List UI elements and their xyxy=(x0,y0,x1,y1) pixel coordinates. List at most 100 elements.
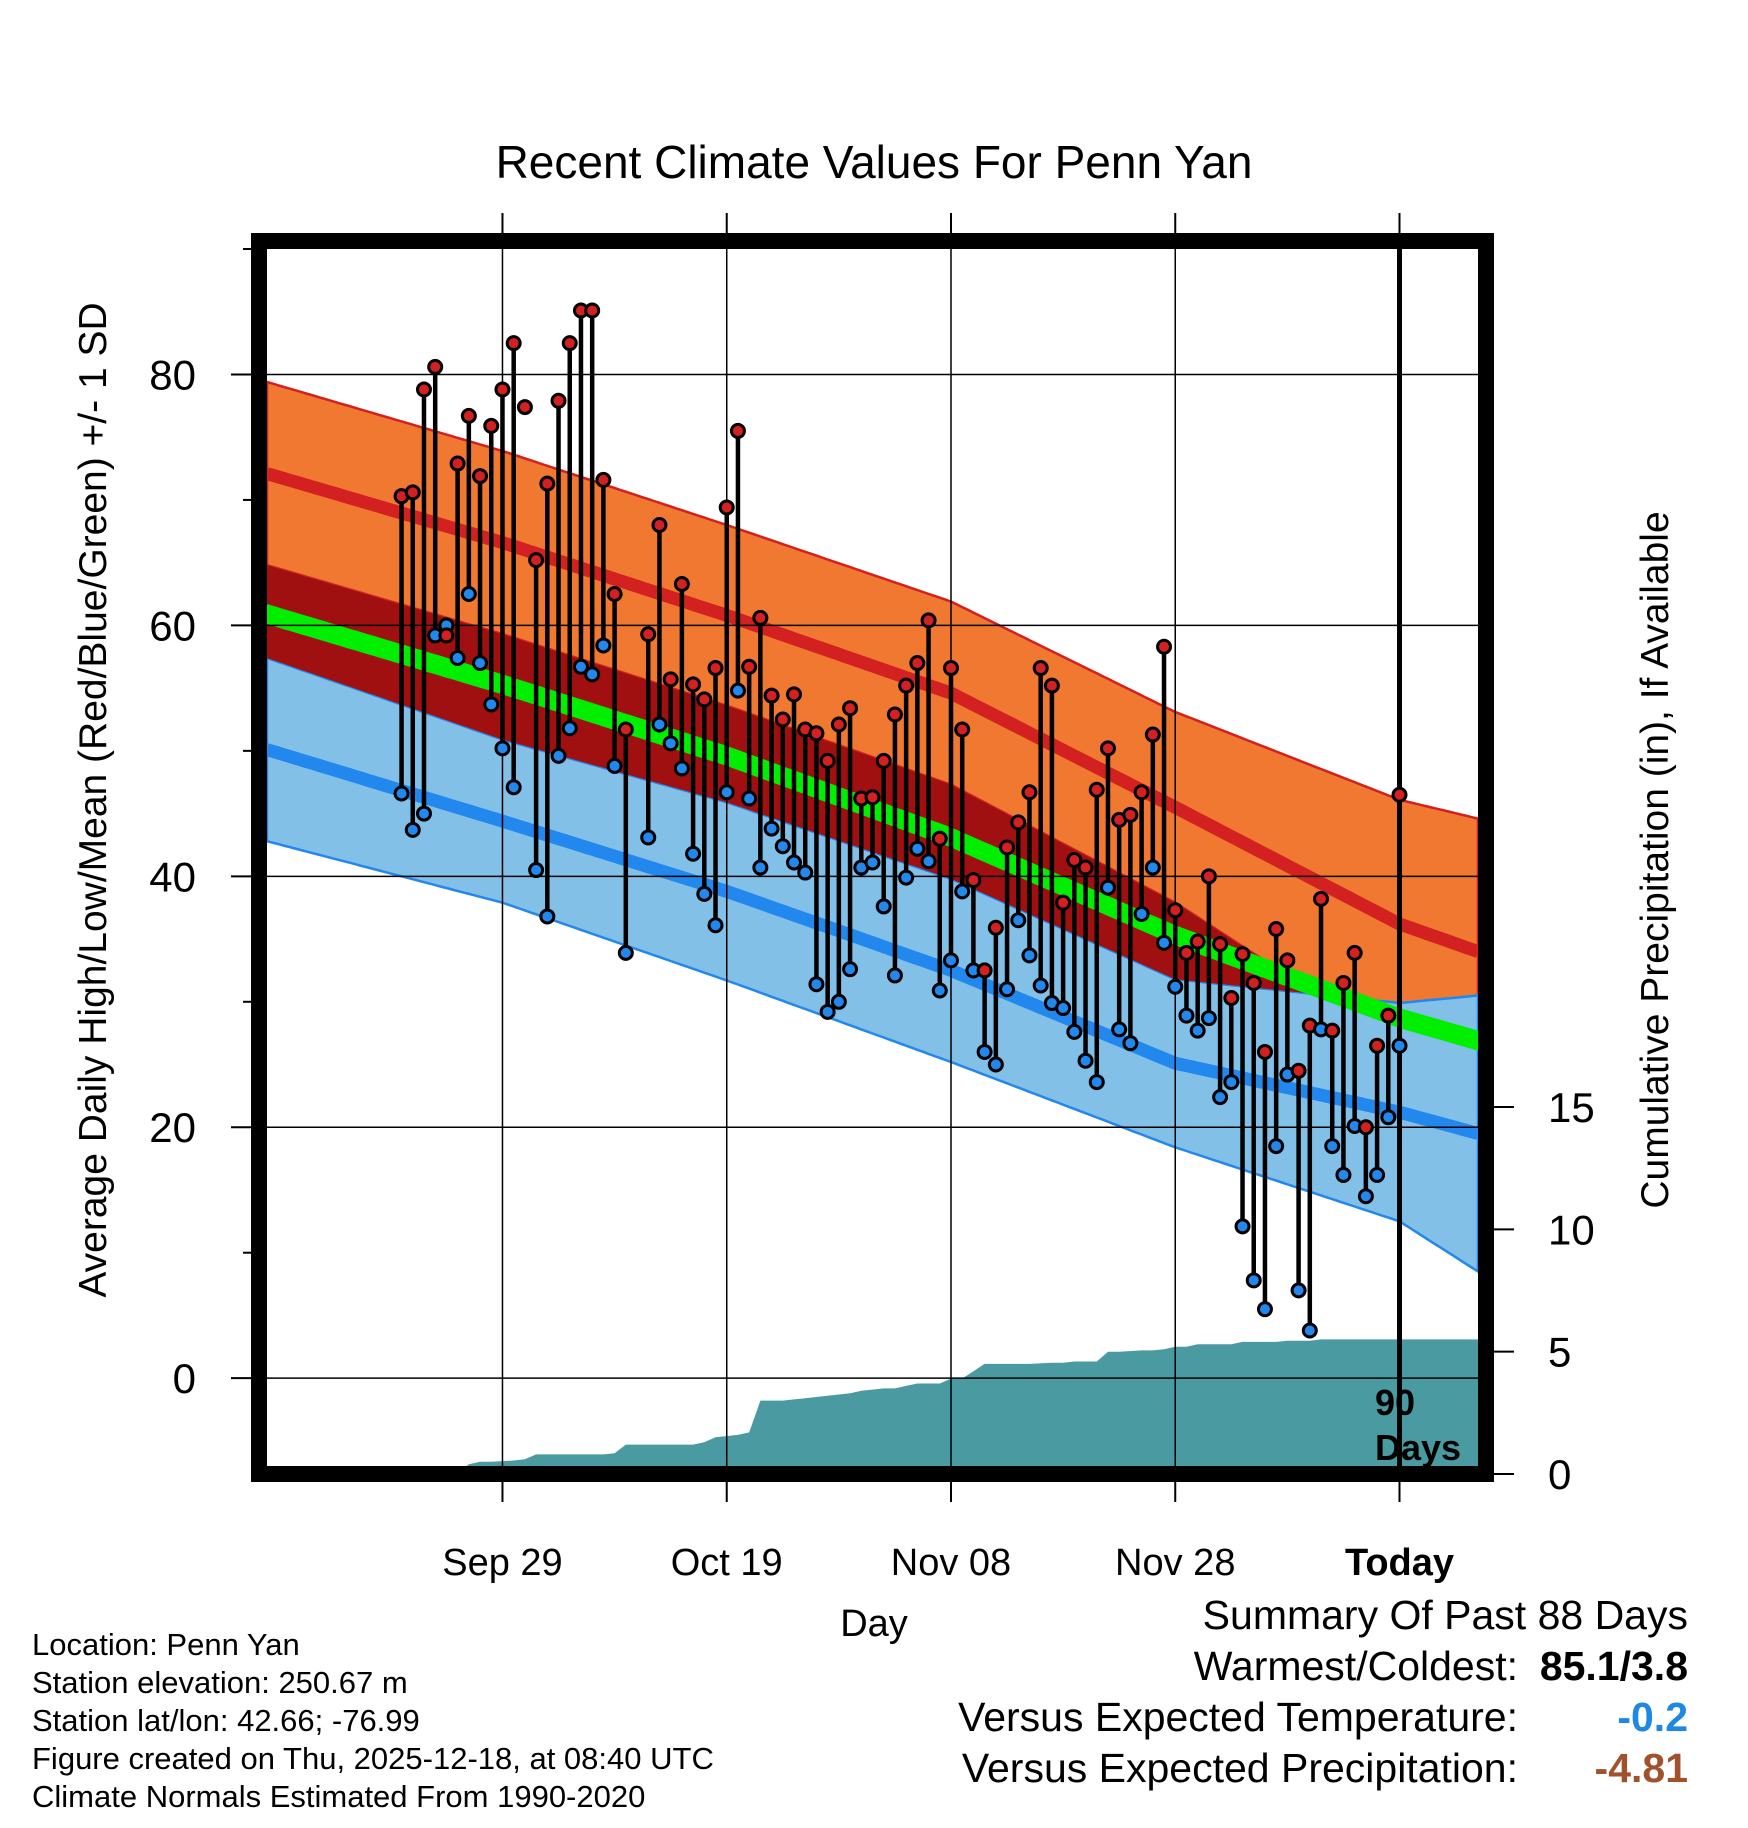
daily-low-point xyxy=(1245,1272,1262,1289)
daily-low-point xyxy=(1234,1218,1251,1235)
daily-low-point xyxy=(954,883,971,900)
daily-high-point xyxy=(987,919,1004,936)
daily-low-point xyxy=(1189,1022,1206,1039)
daily-high-point xyxy=(786,686,803,703)
daily-high-point xyxy=(1021,784,1038,801)
daily-low-point xyxy=(808,976,825,993)
daily-high-point xyxy=(808,725,825,742)
daily-low-point xyxy=(898,869,915,886)
daily-low-point xyxy=(483,696,500,713)
daily-high-point xyxy=(1189,933,1206,950)
daily-low-point xyxy=(819,1003,836,1020)
period-label-number: 90 xyxy=(1375,1382,1415,1423)
daily-high-point xyxy=(752,609,769,626)
y-tick-label: 20 xyxy=(149,1104,196,1151)
daily-high-point xyxy=(707,660,724,677)
daily-high-point xyxy=(1212,936,1229,953)
daily-low-point xyxy=(752,859,769,876)
daily-low-point xyxy=(617,944,634,961)
daily-low-point xyxy=(595,637,612,654)
daily-low-point xyxy=(460,586,477,603)
daily-low-point xyxy=(875,898,892,915)
daily-low-point xyxy=(1010,912,1027,929)
daily-low-point xyxy=(1391,1037,1408,1054)
daily-low-point xyxy=(976,1043,993,1060)
daily-low-point xyxy=(1099,879,1116,896)
x-axis-label: Day xyxy=(840,1603,908,1645)
daily-high-point xyxy=(472,468,489,485)
daily-low-point xyxy=(741,790,758,807)
daily-low-point xyxy=(528,862,545,879)
daily-low-point xyxy=(1021,947,1038,964)
daily-high-point xyxy=(494,381,511,398)
daily-high-point xyxy=(696,691,713,708)
daily-high-point xyxy=(550,392,567,409)
y-tick-label: 0 xyxy=(173,1355,196,1402)
daily-high-point xyxy=(1167,902,1184,919)
daily-low-point xyxy=(393,785,410,802)
daily-high-point xyxy=(1223,990,1240,1007)
y2-tick-label: 5 xyxy=(1548,1329,1571,1376)
daily-high-point xyxy=(718,499,735,516)
daily-low-point xyxy=(987,1056,1004,1073)
daily-low-point xyxy=(1032,977,1049,994)
daily-high-point xyxy=(1268,921,1285,938)
daily-low-point xyxy=(651,716,668,733)
daily-low-point xyxy=(1066,1023,1083,1040)
x-tick-label: Today xyxy=(1345,1542,1454,1584)
daily-high-point xyxy=(1178,944,1195,961)
summary-warmest-row: Warmest/Coldest: 85.1/3.8 xyxy=(958,1641,1688,1692)
daily-high-point xyxy=(942,660,959,677)
daily-high-point xyxy=(415,381,432,398)
x-tick-label: Oct 19 xyxy=(671,1542,783,1584)
daily-high-point xyxy=(1245,974,1262,991)
daily-low-point xyxy=(415,805,432,822)
daily-high-point xyxy=(774,711,791,728)
daily-high-point xyxy=(1088,781,1105,798)
daily-low-point xyxy=(1301,1322,1318,1339)
daily-low-point xyxy=(584,666,601,683)
daily-low-point xyxy=(797,864,814,881)
daily-high-point xyxy=(595,471,612,488)
daily-low-point xyxy=(774,838,791,855)
daily-high-point xyxy=(1256,1043,1273,1060)
x-tick-label: Sep 29 xyxy=(442,1542,562,1584)
daily-high-point xyxy=(1066,852,1083,869)
daily-high-point xyxy=(539,475,556,492)
daily-low-point xyxy=(1290,1282,1307,1299)
daily-high-point xyxy=(1313,890,1330,907)
daily-high-point xyxy=(909,655,926,672)
daily-high-point xyxy=(1324,1022,1341,1039)
daily-low-point xyxy=(1256,1301,1273,1318)
daily-low-point xyxy=(449,650,466,667)
daily-high-point xyxy=(763,687,780,704)
daily-high-point xyxy=(1380,1007,1397,1024)
daily-low-point xyxy=(864,854,881,871)
daily-low-point xyxy=(1200,1010,1217,1027)
y-tick-label: 80 xyxy=(149,351,196,398)
daily-high-point xyxy=(651,517,668,534)
daily-high-point xyxy=(606,586,623,603)
daily-low-point xyxy=(1133,905,1150,922)
daily-high-point xyxy=(427,358,444,375)
y-axis-label: Average Daily High/Low/Mean (Red/Blue/Gr… xyxy=(72,302,115,1297)
daily-high-point xyxy=(1279,952,1296,969)
daily-low-point xyxy=(999,981,1016,998)
summary-temp-value: -0.2 xyxy=(1617,1694,1688,1740)
daily-low-point xyxy=(920,853,937,870)
x-tick-label: Nov 08 xyxy=(891,1542,1011,1584)
daily-high-point xyxy=(528,552,545,569)
daily-low-point xyxy=(1088,1074,1105,1091)
daily-low-point xyxy=(404,821,421,838)
daily-low-point xyxy=(1122,1035,1139,1052)
y-tick-label: 60 xyxy=(149,602,196,649)
daily-low-point xyxy=(673,760,690,777)
daily-high-point xyxy=(931,830,948,847)
daily-low-point xyxy=(931,982,948,999)
daily-high-point xyxy=(842,700,859,717)
elevation-text: Station elevation: 250.67 m xyxy=(32,1665,408,1700)
daily-low-point xyxy=(1077,1052,1094,1069)
daily-low-point xyxy=(1178,1007,1195,1024)
daily-low-point xyxy=(505,779,522,796)
